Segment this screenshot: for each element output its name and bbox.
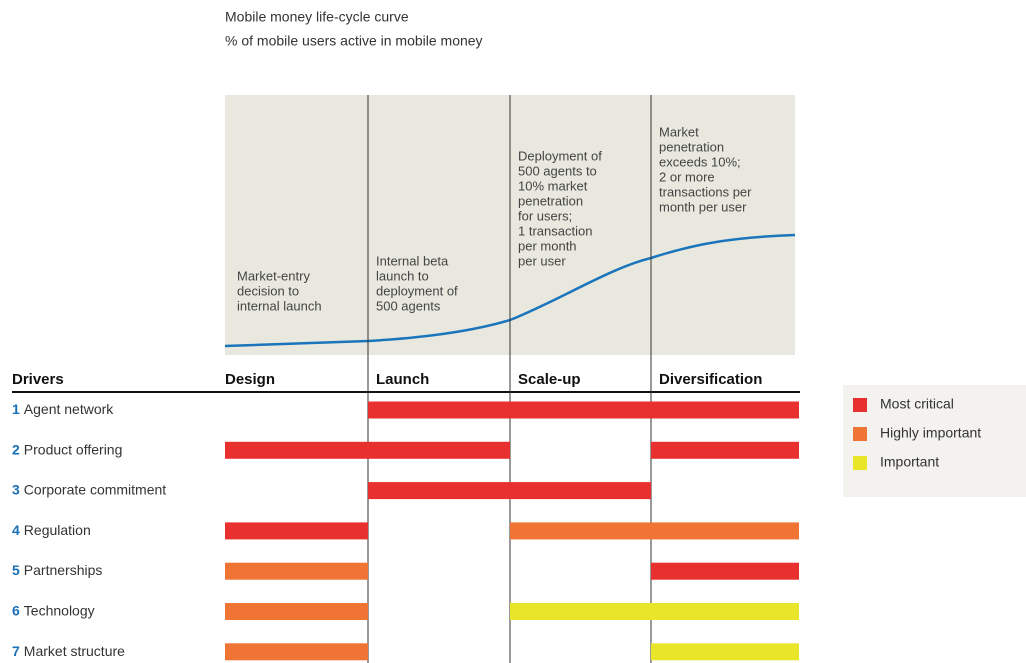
driver-name: Market structure	[24, 643, 125, 659]
stage-header: Diversification	[659, 371, 762, 388]
driver-name: Product offering	[24, 441, 123, 457]
stage-annotation: exceeds 10%;	[659, 154, 741, 169]
stage-annotation: 1 transaction	[518, 223, 592, 238]
importance-bar	[651, 401, 799, 419]
importance-bar	[225, 562, 368, 580]
stage-annotation: Market	[659, 124, 699, 139]
stage-annotation: penetration	[518, 193, 583, 208]
stage-annotation: per month	[518, 238, 577, 253]
stage-annotation: decision to	[237, 283, 299, 298]
importance-bar	[510, 482, 651, 500]
stage-annotation: 10% market	[518, 178, 588, 193]
title: Mobile money life-cycle curve	[225, 9, 409, 25]
importance-bar	[225, 441, 368, 459]
legend-label: Highly important	[880, 425, 981, 441]
driver-number: 7	[12, 643, 20, 659]
importance-bar	[510, 522, 651, 540]
stage-annotation: Deployment of	[518, 148, 602, 163]
importance-bar	[368, 441, 510, 459]
importance-bar	[510, 401, 651, 419]
subtitle: % of mobile users active in mobile money	[225, 33, 483, 49]
legend-swatch	[853, 456, 867, 470]
driver-name: Technology	[24, 602, 95, 618]
driver-number: 2	[12, 441, 20, 457]
driver-label: 2 Product offering	[12, 441, 122, 457]
stage-annotation: per user	[518, 253, 566, 268]
importance-bar	[225, 643, 368, 661]
stage-annotation: Internal beta	[376, 253, 449, 268]
driver-number: 3	[12, 481, 20, 497]
stage-header: Design	[225, 371, 275, 388]
importance-bar	[368, 401, 510, 419]
importance-bar	[510, 603, 651, 620]
stage-annotation: deployment of	[376, 283, 458, 298]
stage-annotation: penetration	[659, 139, 724, 154]
importance-bar	[651, 441, 799, 459]
stage-header: Scale-up	[518, 371, 581, 388]
legend-swatch	[853, 398, 867, 412]
importance-bar	[651, 643, 799, 661]
stage-header: Launch	[376, 371, 429, 388]
driver-name: Corporate commitment	[24, 481, 166, 497]
driver-label: 1 Agent network	[12, 401, 114, 417]
stage-annotation: 500 agents	[376, 298, 441, 313]
importance-bar	[225, 603, 368, 620]
driver-number: 1	[12, 401, 20, 417]
driver-label: 3 Corporate commitment	[12, 481, 166, 497]
driver-name: Agent network	[24, 401, 114, 417]
legend-box	[843, 385, 1026, 497]
stage-annotation: 500 agents to	[518, 163, 597, 178]
driver-number: 6	[12, 602, 20, 618]
legend-label: Most critical	[880, 396, 954, 412]
importance-bar	[368, 482, 510, 500]
stage-annotation: for users;	[518, 208, 572, 223]
legend-swatch	[853, 427, 867, 441]
driver-number: 5	[12, 562, 20, 578]
stage-annotation: Market-entry	[237, 268, 310, 283]
driver-label: 6 Technology	[12, 602, 95, 618]
stage-annotation: transactions per	[659, 184, 752, 199]
driver-label: 4 Regulation	[12, 522, 91, 538]
stage-annotation: 2 or more	[659, 169, 715, 184]
legend-label: Important	[880, 454, 939, 470]
stage-annotation: month per user	[659, 199, 747, 214]
driver-name: Partnerships	[24, 562, 103, 578]
driver-name: Regulation	[24, 522, 91, 538]
driver-label: 7 Market structure	[12, 643, 125, 659]
driver-number: 4	[12, 522, 20, 538]
drivers-header: Drivers	[12, 371, 64, 388]
importance-bar	[651, 522, 799, 540]
stage-annotation: internal launch	[237, 298, 322, 313]
importance-bar	[225, 522, 368, 540]
stage-annotation: launch to	[376, 268, 429, 283]
importance-bar	[651, 562, 799, 580]
driver-label: 5 Partnerships	[12, 562, 102, 578]
importance-bar	[651, 603, 799, 620]
